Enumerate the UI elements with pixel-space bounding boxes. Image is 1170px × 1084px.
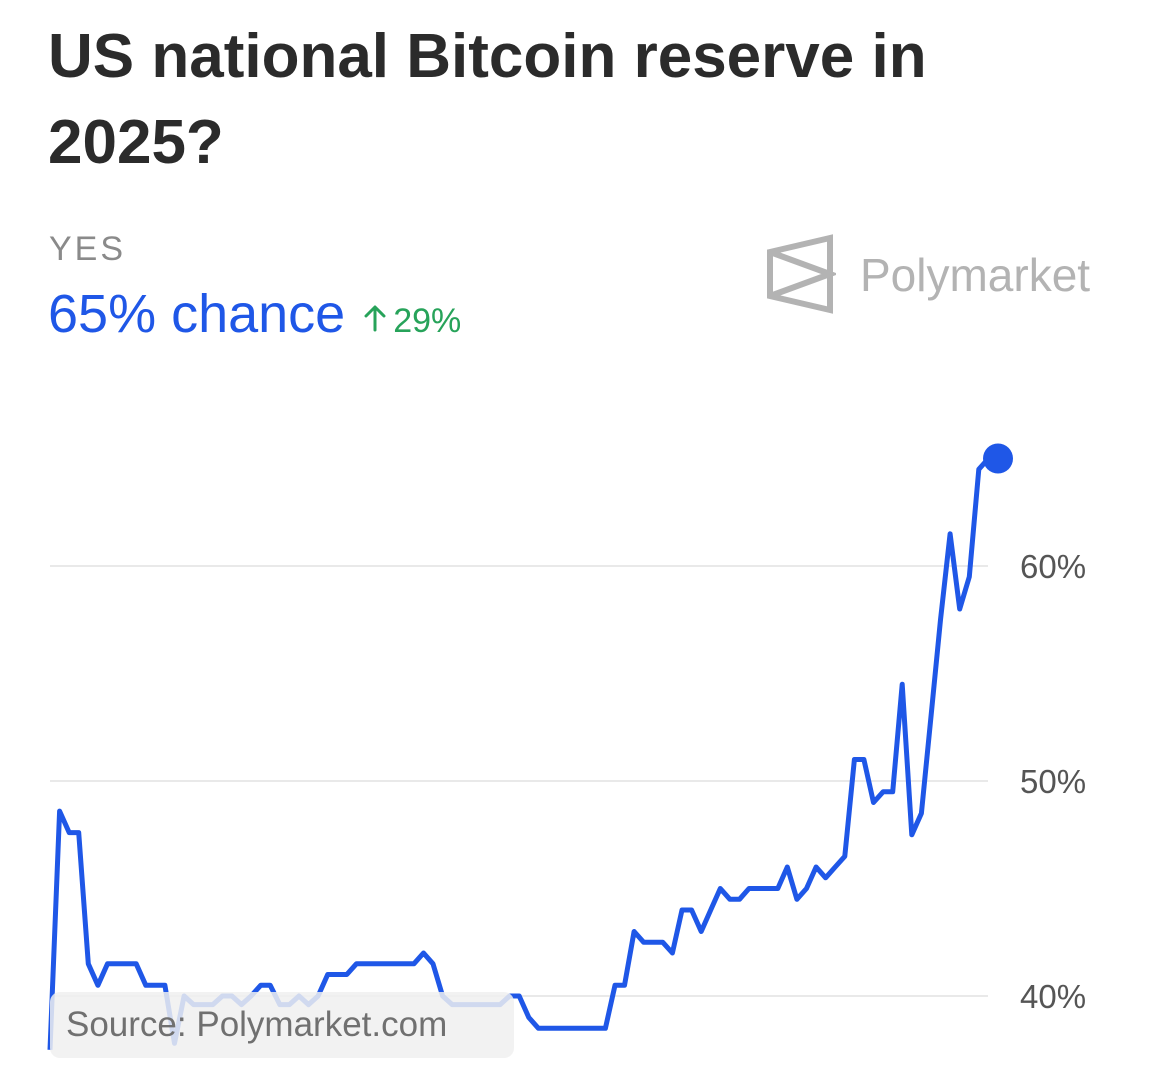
y-tick-label: 50%: [1020, 763, 1086, 800]
page-title: US national Bitcoin reserve in 2025?: [48, 22, 927, 177]
outcome-label: YES: [49, 230, 127, 268]
y-axis-ticks: 40% 50% 60%: [1020, 548, 1086, 1015]
series-line: [47, 456, 998, 1050]
polymarket-logo: Polymarket: [766, 234, 1090, 316]
change-value: 29%: [393, 302, 462, 340]
gridlines: [50, 565, 988, 997]
current-value-marker: [983, 443, 1013, 474]
chance-row: 65% chance 29%: [48, 282, 461, 346]
source-note: Source: Polymarket.com: [50, 992, 514, 1058]
y-tick-label: 40%: [1020, 978, 1086, 1015]
polymarket-logo-icon: [767, 234, 836, 314]
arrow-up-icon: [364, 305, 386, 332]
brand-name: Polymarket: [860, 249, 1091, 301]
change-badge: 29%: [363, 302, 461, 341]
probability-chart: 40% 50% 60%: [47, 443, 1086, 1050]
y-tick-label: 60%: [1020, 548, 1086, 585]
chance-value: 65% chance: [48, 284, 346, 344]
